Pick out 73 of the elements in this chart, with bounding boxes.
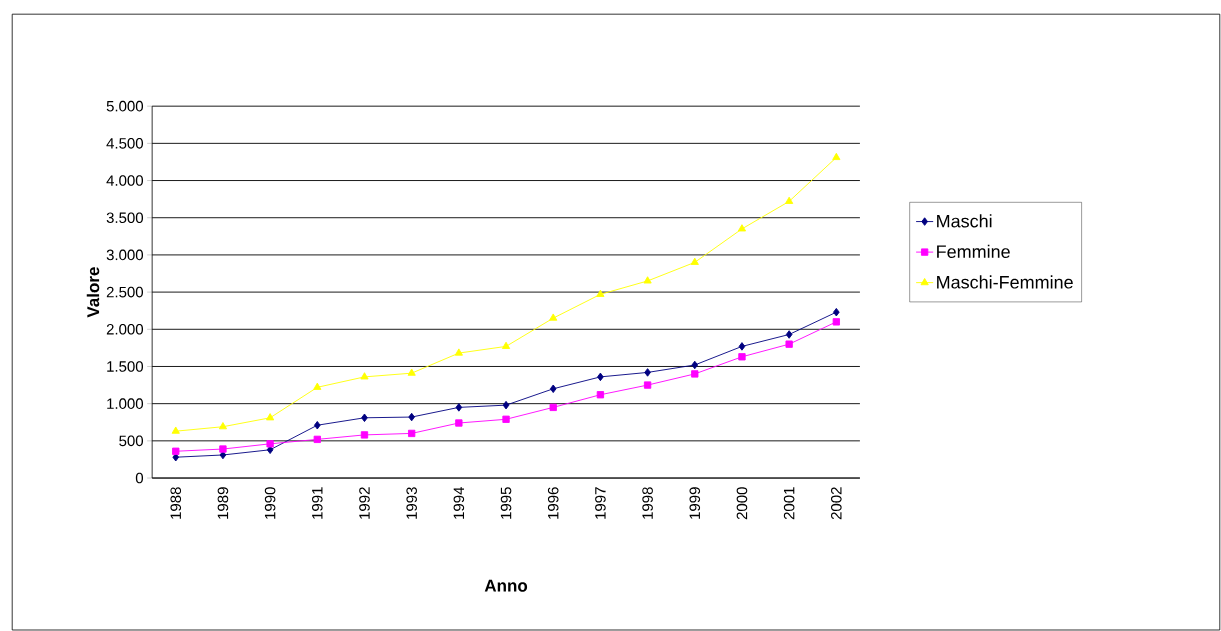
- x-tick-label: 1995: [500, 487, 512, 519]
- point: [313, 435, 321, 443]
- x-tick-label: 1992: [359, 487, 370, 519]
- point: [832, 152, 841, 160]
- point: [833, 307, 840, 317]
- point: [643, 381, 652, 389]
- x-tick-label: 1990: [264, 487, 276, 519]
- point: [597, 372, 604, 382]
- point: [785, 330, 793, 339]
- y-tick-label: 4.000: [106, 175, 144, 186]
- point: [218, 421, 228, 430]
- y-tick-label: 500: [119, 435, 144, 447]
- point: [549, 313, 558, 321]
- y-tick-label: 3.500: [106, 212, 144, 223]
- x-tick-label: 2001: [783, 487, 795, 520]
- x-axis-title: Anno: [484, 579, 528, 592]
- point: [361, 413, 368, 422]
- x-tick-label: 1988: [170, 487, 182, 519]
- legend-label: Femmine: [937, 244, 1010, 258]
- y-tick-label: 0: [135, 472, 144, 484]
- x-tick-label: 1991: [311, 487, 323, 519]
- point: [785, 340, 793, 348]
- y-tick-label: 2.500: [106, 286, 144, 298]
- point: [737, 224, 747, 232]
- x-tick-label: 1994: [453, 486, 465, 519]
- x-tick-label: 1989: [217, 487, 229, 519]
- x-tick-label: 2002: [831, 487, 842, 520]
- point: [738, 342, 746, 351]
- point: [408, 412, 415, 422]
- x-tick-label: 1997: [595, 487, 606, 519]
- y-tick-label: 3.000: [106, 249, 144, 261]
- x-tick-label: 1993: [406, 487, 417, 519]
- y-tick-label: 5.000: [106, 100, 144, 112]
- point: [219, 445, 227, 453]
- y-tick-label: 4.500: [106, 137, 144, 149]
- point: [690, 257, 699, 265]
- x-tick-label: 1999: [689, 487, 701, 519]
- point: [407, 368, 416, 376]
- point: [455, 419, 463, 427]
- point: [454, 348, 463, 356]
- point: [360, 431, 369, 439]
- point: [691, 370, 699, 378]
- point: [738, 353, 746, 361]
- y-tick-label: 2.000: [106, 323, 144, 335]
- point: [691, 360, 699, 370]
- y-tick-label: 1.000: [107, 398, 144, 409]
- point: [171, 426, 180, 434]
- point: [314, 420, 321, 430]
- point: [643, 276, 652, 284]
- point: [266, 440, 274, 448]
- point: [549, 403, 557, 411]
- point: [785, 196, 794, 204]
- point: [360, 372, 369, 380]
- point: [596, 391, 605, 399]
- point: [501, 341, 511, 349]
- point: [502, 400, 510, 410]
- point: [313, 382, 322, 390]
- point: [408, 429, 416, 437]
- point: [266, 413, 275, 421]
- y-axis-title: Valore: [86, 267, 100, 318]
- x-tick-label: 1996: [547, 487, 559, 519]
- point: [172, 447, 180, 455]
- point: [502, 415, 510, 423]
- point: [549, 384, 557, 393]
- point: [644, 368, 651, 377]
- point: [455, 403, 463, 412]
- x-tick-label: 2000: [736, 487, 748, 520]
- legend-label: Maschi: [937, 214, 992, 228]
- point: [832, 318, 840, 326]
- y-tick-label: 1.500: [107, 361, 144, 372]
- point: [596, 289, 605, 297]
- x-tick-label: 1998: [642, 487, 653, 519]
- legend-label: Maschi-Femmine: [937, 275, 1073, 289]
